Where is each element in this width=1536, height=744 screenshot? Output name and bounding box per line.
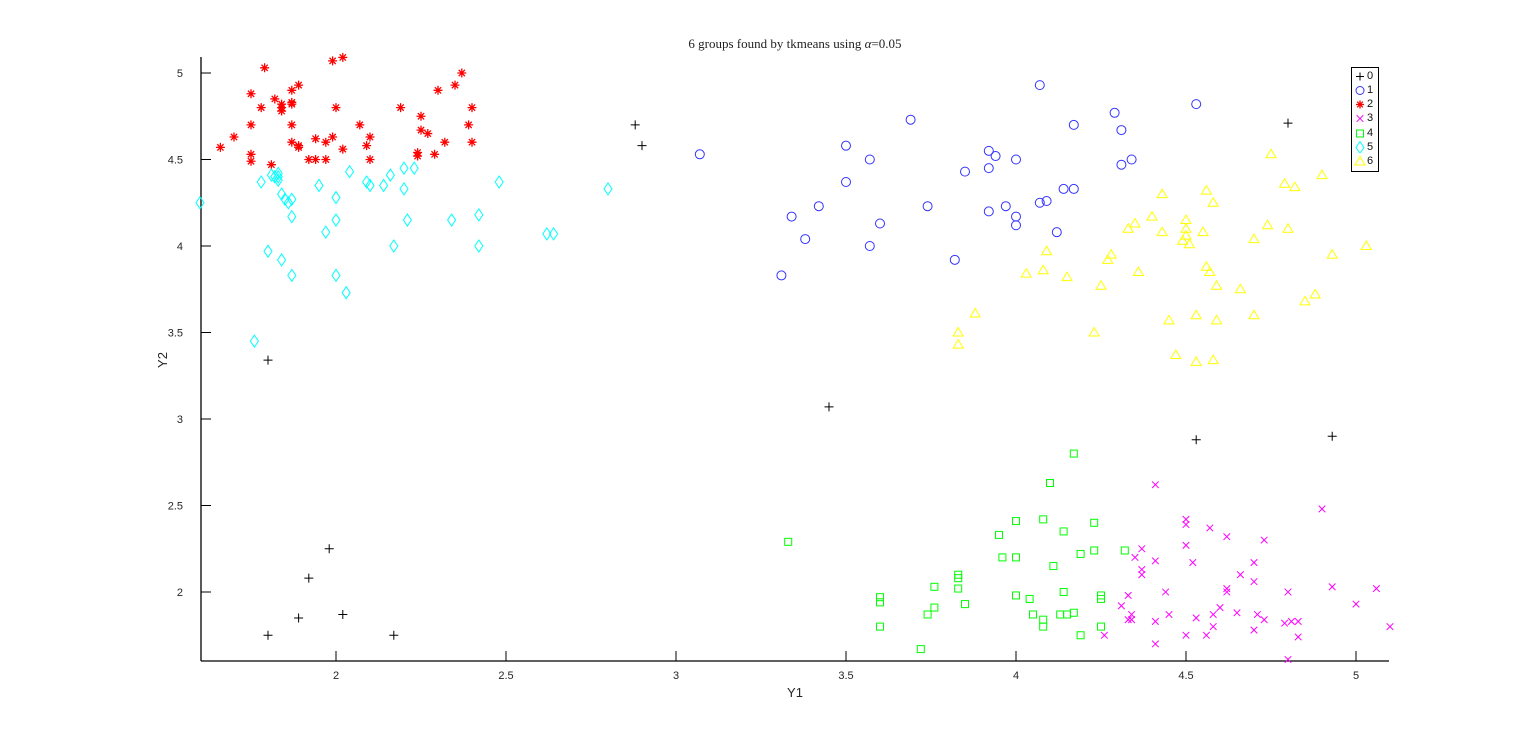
x-tick-label: 3: [673, 670, 679, 682]
series-4: [784, 449, 1129, 654]
x-tick-label: 3.5: [838, 670, 853, 682]
title-suffix: =0.05: [871, 36, 902, 51]
x-tick-label: 2: [333, 670, 339, 682]
title-prefix: 6 groups found by tkmeans using: [688, 36, 865, 51]
cross-marker-icon: [1356, 115, 1364, 123]
y-tick-label: 4: [177, 241, 183, 253]
axes: 2 2.5 3 3.5 4 4.5 5 2 2.5 3 3.5 4 4.5 5: [168, 57, 1389, 682]
legend-label: 6: [1367, 155, 1374, 168]
circle-marker-icon: [1355, 85, 1365, 95]
y-axis-label: Y2: [155, 352, 170, 368]
legend-item-4: 4: [1352, 126, 1378, 139]
legend-item-0: 0: [1352, 69, 1378, 82]
series-6: [952, 148, 1373, 366]
legend-item-3: 3: [1352, 112, 1378, 125]
legend-label: 1: [1367, 83, 1374, 96]
legend-item-6: 6: [1352, 155, 1378, 168]
series-3: [1100, 481, 1394, 664]
y-tick-label: 2.5: [168, 501, 183, 513]
diamond-marker-icon: [1355, 141, 1365, 153]
series-5: [195, 161, 613, 349]
series-2: [215, 52, 477, 170]
y-tick-label: 4.5: [168, 155, 183, 167]
legend-label: 2: [1367, 98, 1374, 111]
legend-label: 5: [1367, 141, 1374, 153]
x-tick-label: 4: [1013, 670, 1019, 682]
x-tick-label: 4.5: [1178, 670, 1193, 682]
legend-label: 3: [1367, 112, 1374, 125]
plus-marker-icon: [1356, 72, 1364, 80]
title-alpha: α: [864, 36, 872, 51]
y-tick-label: 3: [177, 414, 183, 426]
data-points: [195, 52, 1394, 664]
legend-item-1: 1: [1352, 83, 1378, 96]
x-tick-label: 2.5: [498, 670, 513, 682]
y-tick-label: 2: [177, 587, 183, 599]
series-1: [694, 80, 1202, 281]
asterisk-marker-icon: [1356, 100, 1364, 109]
series-0: [263, 118, 1337, 640]
chart-title: 6 groups found by tkmeans using α=0.05: [0, 36, 1536, 52]
legend-item-5: 5: [1352, 141, 1378, 154]
square-marker-icon: [1356, 129, 1364, 138]
legend-label: 4: [1367, 126, 1374, 139]
triangle-marker-icon: [1354, 155, 1366, 166]
x-axis-label: Y1: [787, 685, 803, 700]
x-tick-label: 5: [1353, 670, 1359, 682]
y-tick-label: 5: [177, 68, 183, 80]
legend-label: 0: [1367, 69, 1374, 82]
y-tick-label: 3.5: [168, 328, 183, 340]
legend-item-2: 2: [1352, 98, 1378, 111]
